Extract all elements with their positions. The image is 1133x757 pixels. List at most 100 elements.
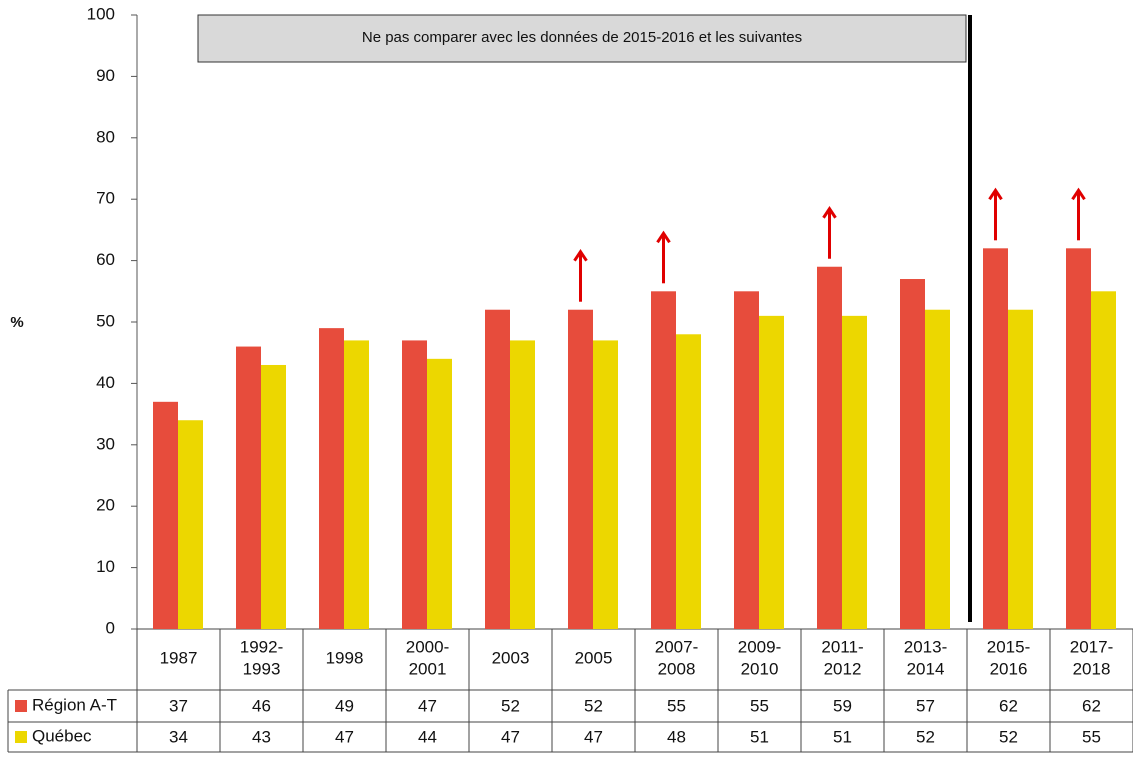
bar [842,315,867,629]
table-value: 47 [584,727,603,746]
bar [510,340,535,629]
bar [485,309,510,629]
x-tick-label-line: 2005 [575,649,613,668]
x-tick-label-line: 1993 [243,660,281,679]
table-value: 57 [916,696,935,715]
bar [1066,248,1091,629]
x-tick-label: 2017- 2018 [1070,638,1113,679]
y-tick-label: 30 [96,434,115,453]
table-value: 55 [1082,727,1101,746]
table-value: 47 [418,696,437,715]
table-value: 37 [169,696,188,715]
table-value: 51 [750,727,769,746]
bar [925,309,950,629]
table-value: 52 [501,696,520,715]
bar [593,340,618,629]
increase-arrow-head [988,187,1003,201]
x-tick-label-line: 2014 [907,660,945,679]
x-tick-label-line: 2018 [1073,660,1111,679]
x-tick-label-line: 2008 [658,660,696,679]
x-tick-label: 2003 [492,649,530,668]
bar [402,340,427,629]
legend-swatch [15,731,27,743]
table-value: 52 [999,727,1018,746]
x-tick-label: 2000- 2001 [406,638,449,679]
table-value: 48 [667,727,686,746]
x-tick-label-line: 2003 [492,649,530,668]
table-value: 47 [335,727,354,746]
bar [651,291,676,629]
bar [344,340,369,629]
x-tick-label: 1992- 1993 [240,638,283,679]
table-value: 62 [999,696,1018,715]
y-tick-label: 70 [96,189,115,208]
annotation-box [197,14,967,63]
increase-arrow-head [656,230,671,244]
x-tick-label-line: 2013- [904,638,947,657]
increase-arrow-head [822,206,837,219]
bar [236,346,261,629]
legend-swatch [15,700,27,712]
table-value: 49 [335,696,354,715]
bar [759,315,784,629]
increase-arrow-head [573,249,588,262]
increase-arrow-head [1071,187,1086,201]
table-value: 55 [667,696,686,715]
x-tick-label: 2007- 2008 [655,638,698,679]
bar [817,266,842,629]
x-tick-label: 2013- 2014 [904,638,947,679]
y-tick-label: 0 [106,618,115,637]
x-tick-label-line: 2001 [409,660,447,679]
x-tick-label-line: 2007- [655,638,698,657]
table-value: 44 [418,727,437,746]
x-tick-label-line: 2011- [821,638,863,657]
legend-label: Québec [32,726,92,745]
bar [676,334,701,629]
x-tick-label-line: 1987 [160,649,198,668]
x-tick-label-line: 2012 [824,660,862,679]
x-tick-label: 2015- 2016 [987,638,1030,679]
y-tick-label: 50 [96,311,115,330]
bar [983,248,1008,629]
bar [427,358,452,629]
x-tick-label: 1987 [160,649,198,668]
annotation: Ne pas comparer avec les données de 2015… [362,29,802,46]
y-tick-label: 10 [96,557,115,576]
table-value: 52 [584,696,603,715]
bar [1091,291,1116,629]
x-tick-label-line: 2009- [738,638,781,657]
y-tick-label: 100 [87,4,115,23]
x-tick-label: 1998 [326,649,364,668]
x-tick-label-line: 1998 [326,649,364,668]
y-tick-label: 90 [96,66,115,85]
bar [153,401,178,629]
y-tick-label: 80 [96,127,115,146]
bar [900,279,925,629]
table-value: 52 [916,727,935,746]
table-value: 55 [750,696,769,715]
bar [178,420,203,629]
x-tick-label-line: 2010 [741,660,779,679]
bar [734,291,759,629]
table-value: 47 [501,727,520,746]
x-tick-label: 2011- 2012 [821,638,863,679]
y-tick-label: 60 [96,250,115,269]
table-value: 62 [1082,696,1101,715]
bar [319,328,344,629]
y-tick-label: 20 [96,496,115,515]
table-value: 59 [833,696,852,715]
x-tick-label-line: 1992- [240,638,283,657]
y-tick-label: 40 [96,373,115,392]
legend-label: Région A-T [32,695,117,714]
bar [261,364,286,629]
x-tick-label: 2005 [575,649,613,668]
x-tick-label: 2009- 2010 [738,638,781,679]
table-value: 51 [833,727,852,746]
x-tick-label-line: 2000- [406,638,449,657]
table-value: 43 [252,727,271,746]
bar [568,309,593,629]
table-value: 34 [169,727,188,746]
table-value: 46 [252,696,271,715]
y-axis-label: % [10,314,23,331]
